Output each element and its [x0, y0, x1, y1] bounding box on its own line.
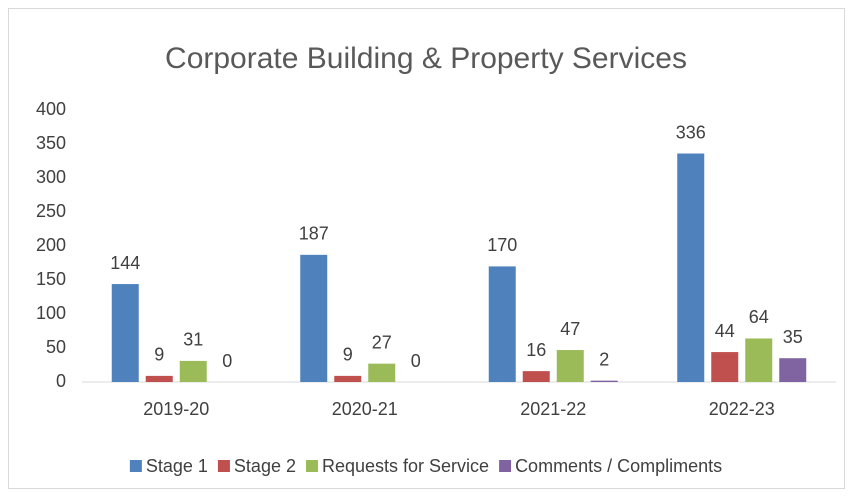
bar	[111, 284, 139, 382]
data-label: 170	[487, 235, 517, 255]
data-label: 35	[783, 327, 803, 347]
bar	[368, 363, 396, 382]
bar	[711, 352, 739, 382]
y-tick-label: 50	[46, 337, 66, 357]
data-label: 16	[526, 340, 546, 360]
chart-title: Corporate Building & Property Services	[165, 42, 687, 75]
legend-swatch	[305, 460, 318, 472]
data-label: 187	[299, 224, 329, 244]
legend-label: Stage 2	[234, 456, 296, 476]
bar	[745, 338, 773, 382]
bar	[145, 375, 173, 382]
x-tick-label: 2021-22	[520, 399, 586, 419]
data-label: 2	[599, 349, 609, 369]
data-label: 44	[715, 321, 735, 341]
y-tick-label: 150	[36, 269, 66, 289]
data-label: 9	[343, 345, 353, 365]
x-tick-label: 2020-21	[332, 399, 398, 419]
bar	[556, 350, 584, 382]
data-label: 31	[183, 330, 203, 350]
y-tick-label: 400	[36, 99, 66, 119]
bar	[179, 360, 207, 382]
legend-label: Requests for Service	[322, 456, 489, 476]
data-label: 64	[749, 307, 769, 327]
chart-border	[8, 8, 845, 489]
data-label: 27	[372, 332, 392, 352]
y-tick-label: 200	[36, 235, 66, 255]
bar	[488, 266, 516, 382]
y-tick-label: 300	[36, 167, 66, 187]
bar	[779, 358, 807, 382]
legend-swatch	[129, 460, 142, 472]
legend-swatch	[499, 460, 512, 472]
data-label: 144	[110, 253, 140, 273]
bar	[300, 254, 328, 382]
bar	[334, 375, 362, 382]
data-label: 0	[222, 351, 232, 371]
data-label: 9	[154, 345, 164, 365]
y-tick-label: 350	[36, 133, 66, 153]
bar	[677, 153, 705, 382]
legend-swatch	[217, 460, 230, 472]
y-tick-label: 250	[36, 201, 66, 221]
data-label: 0	[411, 351, 421, 371]
data-label: 336	[676, 122, 706, 142]
x-tick-label: 2019-20	[143, 399, 209, 419]
bar	[590, 380, 618, 382]
data-label: 47	[560, 319, 580, 339]
x-tick-label: 2022-23	[709, 399, 775, 419]
bar	[522, 371, 550, 382]
y-tick-label: 0	[56, 371, 66, 391]
legend-label: Comments / Compliments	[515, 456, 722, 476]
legend-label: Stage 1	[146, 456, 208, 476]
y-tick-label: 100	[36, 303, 66, 323]
